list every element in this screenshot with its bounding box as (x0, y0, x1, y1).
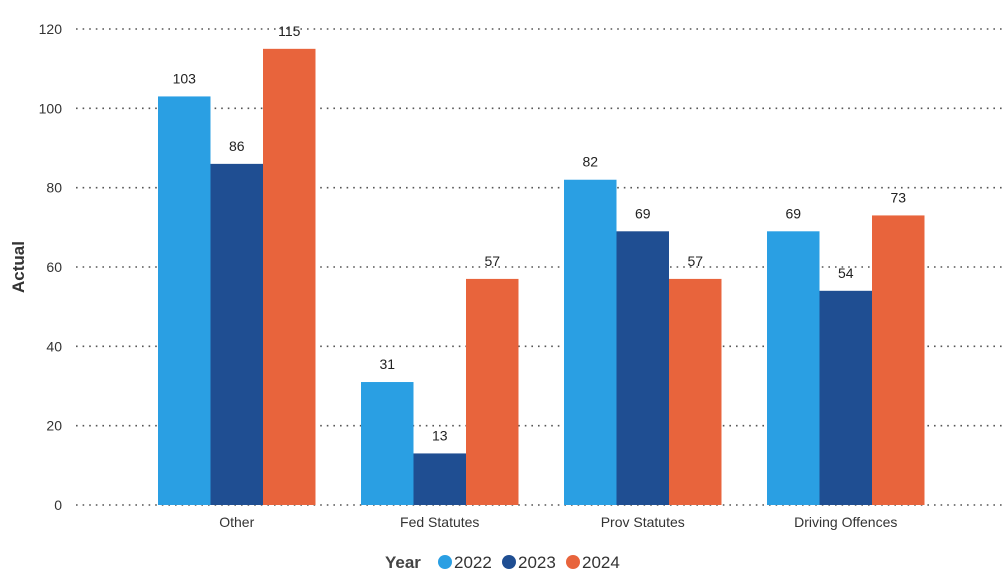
bar-2023-3 (819, 290, 872, 505)
y-axis-ticks: 0 20 40 60 80 100 120 (39, 21, 63, 513)
data-label: 57 (687, 253, 703, 269)
data-label: 73 (890, 189, 906, 205)
x-category-label: Driving Offences (794, 514, 897, 530)
bar-2024-1 (466, 278, 519, 505)
legend-swatch-2022 (438, 555, 452, 569)
bar-2023-0 (210, 163, 263, 505)
bars (158, 48, 925, 506)
data-labels: 103 86 115 31 13 57 82 69 57 69 54 73 (173, 23, 907, 444)
data-label: 82 (582, 154, 598, 170)
bar-2022-2 (564, 179, 617, 505)
data-label: 57 (484, 253, 500, 269)
data-label: 103 (173, 70, 197, 86)
bar-2024-0 (263, 48, 316, 505)
y-tick-label: 20 (46, 418, 62, 434)
x-axis-categories: Other Fed Statutes Prov Statutes Driving Of… (219, 514, 897, 530)
data-label: 115 (278, 23, 301, 39)
legend-label: 2024 (582, 553, 620, 572)
y-tick-label: 120 (39, 21, 63, 37)
y-axis-title: Actual (9, 241, 28, 293)
data-label: 69 (635, 205, 651, 221)
data-label: 86 (229, 138, 245, 154)
bar-2023-2 (616, 231, 669, 506)
data-label: 31 (379, 356, 395, 372)
bar-2023-1 (413, 453, 466, 505)
legend-label: 2023 (518, 553, 556, 572)
legend-swatch-2023 (502, 555, 516, 569)
x-category-label: Prov Statutes (601, 514, 685, 530)
legend: Year 2022 2023 2024 (385, 553, 620, 572)
data-label: 13 (432, 427, 448, 443)
x-category-label: Other (219, 514, 254, 530)
legend-label: 2022 (454, 553, 492, 572)
data-label: 54 (838, 265, 854, 281)
legend-swatch-2024 (566, 555, 580, 569)
y-tick-label: 0 (54, 497, 62, 513)
bar-2022-0 (158, 96, 211, 505)
y-tick-label: 80 (46, 180, 62, 196)
y-tick-label: 100 (39, 100, 63, 116)
bar-2022-3 (767, 231, 820, 506)
legend-title: Year (385, 553, 421, 572)
data-label: 69 (785, 205, 801, 221)
y-tick-label: 60 (46, 259, 62, 275)
bar-2024-3 (872, 215, 925, 505)
x-category-label: Fed Statutes (400, 514, 479, 530)
bar-2024-2 (669, 278, 722, 505)
bar-2022-1 (361, 382, 414, 505)
y-tick-label: 40 (46, 338, 62, 354)
